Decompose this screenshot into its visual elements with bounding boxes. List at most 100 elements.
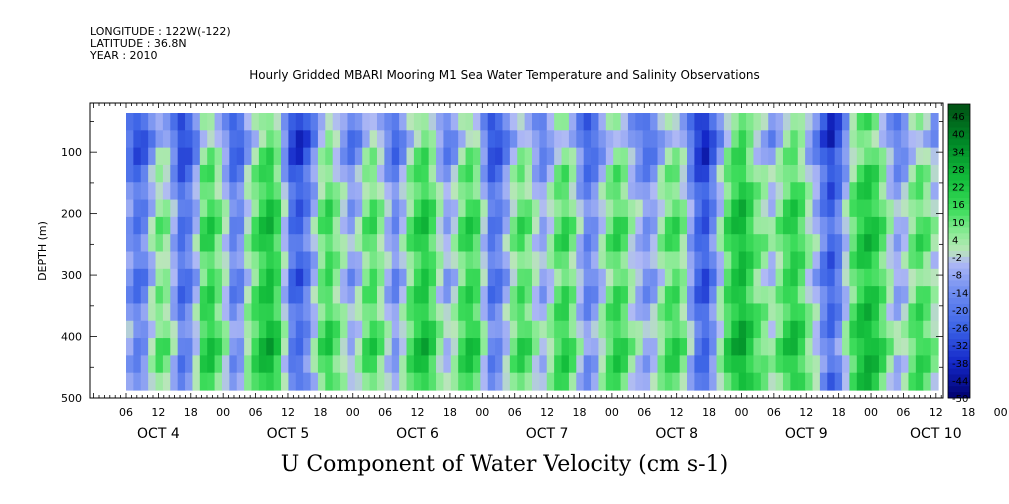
heatmap-cell [376, 234, 385, 253]
heatmap-cell [716, 199, 725, 218]
x-hour-label: 12 [281, 406, 295, 419]
heatmap-cell [170, 268, 179, 287]
colorbar-label: -2 [952, 253, 962, 264]
heatmap-cell [790, 303, 799, 322]
heatmap-cell [842, 164, 851, 183]
heatmap-cell [782, 113, 791, 131]
heatmap-cell [923, 355, 932, 374]
heatmap-cell [413, 320, 422, 339]
heatmap-cell [273, 164, 282, 183]
heatmap-cell [155, 338, 164, 356]
colorbar-swatch [948, 251, 970, 258]
y-tick-label: 200 [61, 208, 82, 221]
heatmap-cell [295, 320, 304, 339]
heatmap-cell [893, 320, 902, 339]
heatmap-cell [399, 268, 408, 287]
heatmap-cell [458, 286, 467, 305]
heatmap-cell [797, 216, 806, 235]
heatmap-cell [701, 268, 710, 287]
longitude-label: LONGITUDE : 122W(-122) [90, 25, 231, 38]
heatmap-cell [310, 286, 319, 305]
heatmap-cell [384, 303, 393, 322]
heatmap-cell [554, 251, 563, 270]
heatmap-cell [436, 216, 445, 235]
heatmap-cell [687, 320, 695, 339]
heatmap-cell [687, 355, 695, 374]
heatmap-cell [687, 372, 695, 391]
heatmap-cell [436, 303, 445, 322]
heatmap-cell [325, 320, 334, 339]
heatmap-cell [458, 147, 467, 166]
heatmap-cell [472, 182, 481, 201]
heatmap-cell [310, 372, 319, 391]
heatmap-cell [332, 199, 341, 218]
heatmap-cell [561, 303, 570, 322]
heatmap-cell [915, 216, 924, 235]
heatmap-cell [635, 268, 644, 287]
heatmap-cell [177, 320, 186, 339]
heatmap-cell [273, 216, 282, 235]
year-label: YEAR : 2010 [90, 49, 158, 62]
heatmap-cell [413, 199, 422, 218]
heatmap-cell [362, 338, 371, 356]
heatmap-cell [317, 130, 326, 149]
heatmap-cell [864, 130, 873, 149]
heatmap-cell [723, 286, 732, 305]
heatmap-cell [849, 251, 858, 270]
heatmap-cell [679, 164, 688, 183]
heatmap-cell [214, 355, 223, 374]
heatmap-cell [650, 338, 659, 356]
heatmap-cell [827, 303, 836, 322]
heatmap-cell [591, 216, 600, 235]
heatmap-cell [738, 372, 747, 391]
heatmap-cell [886, 355, 895, 374]
heatmap-cell [391, 147, 400, 166]
heatmap-cell [465, 182, 474, 201]
heatmap-cell [126, 147, 134, 166]
heatmap-cell [495, 182, 504, 201]
heatmap-cell [775, 320, 784, 339]
latitude-label: LATITUDE : 36.8N [90, 37, 187, 50]
heatmap-cell [760, 216, 769, 235]
heatmap-cell [620, 234, 629, 253]
heatmap-cell [620, 268, 629, 287]
heatmap-cell [613, 268, 622, 287]
heatmap-cell [317, 216, 326, 235]
heatmap-cell [450, 286, 459, 305]
heatmap-cell [805, 251, 814, 270]
heatmap-cell [406, 199, 415, 218]
heatmap-cell [170, 251, 179, 270]
heatmap-cell [930, 113, 939, 131]
heatmap-cell [664, 251, 673, 270]
heatmap-cell [288, 286, 297, 305]
heatmap-cell [768, 182, 777, 201]
heatmap-cell [849, 234, 858, 253]
heatmap-cell [185, 182, 194, 201]
heatmap-cell [650, 216, 659, 235]
heatmap-cell [709, 147, 718, 166]
heatmap-cell [738, 182, 747, 201]
heatmap-cell [672, 147, 681, 166]
plot-frame [89, 102, 944, 399]
heatmap-cell [391, 164, 400, 183]
heatmap-cell [340, 234, 349, 253]
heatmap-cell [901, 234, 910, 253]
heatmap-cell [399, 130, 408, 149]
heatmap-cell [908, 251, 917, 270]
heatmap-cell [664, 147, 673, 166]
heatmap-cell [679, 130, 688, 149]
heatmap-cell [768, 372, 777, 391]
heatmap-cell [524, 372, 533, 391]
heatmap-cell [627, 234, 636, 253]
heatmap-cell [458, 182, 467, 201]
heatmap-cell [775, 372, 784, 391]
heatmap-cell [258, 130, 267, 149]
heatmap-cell [244, 130, 253, 149]
heatmap-cell [480, 286, 489, 305]
heatmap-cell [886, 251, 895, 270]
heatmap-cell [317, 199, 326, 218]
heatmap-cell [509, 320, 518, 339]
heatmap-cell [303, 355, 312, 374]
x-hour-label: 06 [119, 406, 133, 419]
x-hour-label: 00 [734, 406, 748, 419]
